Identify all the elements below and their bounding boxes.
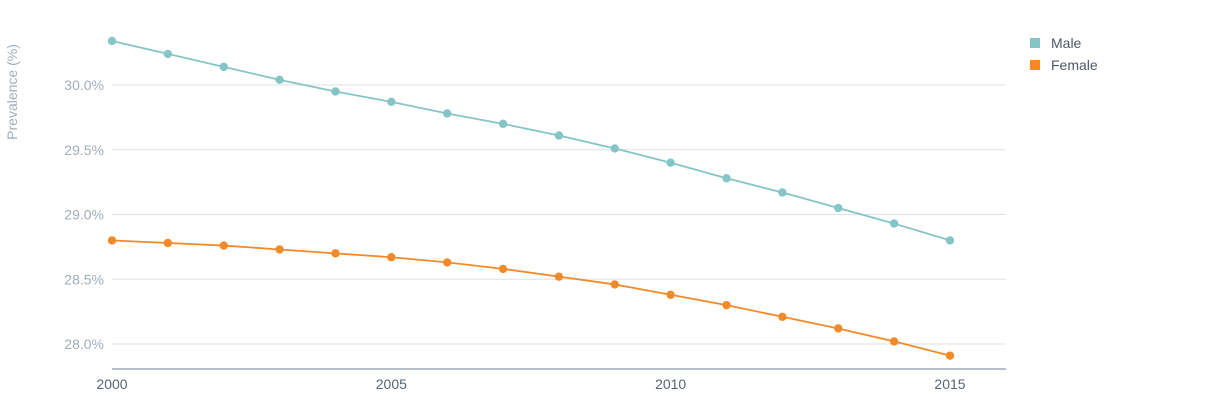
series-male <box>107 36 955 245</box>
legend-swatch <box>1030 38 1040 48</box>
tick-labels: 28.0% 28.5% 29.0% 29.5% 30.0% 2000 2005 2010 201… <box>64 77 965 392</box>
data-point[interactable] <box>275 75 284 85</box>
legend-label: Male <box>1051 35 1082 51</box>
data-point[interactable] <box>722 300 731 310</box>
y-tick-label: 29.5% <box>64 142 104 158</box>
series <box>107 36 955 360</box>
legend-swatch <box>1030 60 1040 70</box>
legend[interactable]: Male Female <box>1030 35 1098 73</box>
data-point[interactable] <box>443 258 452 267</box>
y-axis-label: Prevalence (%) <box>4 44 20 140</box>
data-point[interactable] <box>945 236 955 245</box>
data-point[interactable] <box>834 203 843 213</box>
y-tick-label: 30.0% <box>64 77 104 93</box>
data-point[interactable] <box>834 324 843 333</box>
x-tick-label: 2010 <box>655 376 686 392</box>
data-point[interactable] <box>610 280 619 289</box>
data-point[interactable] <box>889 337 899 346</box>
legend-item-male[interactable]: Male <box>1030 35 1082 51</box>
series-female <box>107 236 955 360</box>
data-point[interactable] <box>219 62 228 72</box>
data-point[interactable] <box>610 144 619 153</box>
data-point[interactable] <box>889 219 899 228</box>
data-point[interactable] <box>722 174 731 183</box>
data-point[interactable] <box>778 188 787 197</box>
series-line <box>111 40 951 242</box>
data-point[interactable] <box>387 253 396 262</box>
data-point[interactable] <box>778 312 787 322</box>
legend-label: Female <box>1051 57 1098 73</box>
legend-item-female[interactable]: Female <box>1030 57 1098 73</box>
data-point[interactable] <box>666 158 675 167</box>
data-point[interactable] <box>554 131 564 140</box>
data-point[interactable] <box>443 109 452 118</box>
y-tick-label: 28.0% <box>64 336 104 352</box>
gridlines <box>112 84 1006 345</box>
data-point[interactable] <box>387 97 396 107</box>
data-point[interactable] <box>666 290 675 299</box>
data-point[interactable] <box>331 87 340 96</box>
series-line <box>111 239 951 357</box>
data-point[interactable] <box>498 119 508 129</box>
x-tick-label: 2005 <box>376 376 407 392</box>
data-point[interactable] <box>331 249 340 258</box>
data-point[interactable] <box>219 241 228 250</box>
data-point[interactable] <box>498 264 508 274</box>
data-point[interactable] <box>945 351 955 360</box>
data-point[interactable] <box>163 49 173 59</box>
x-tick-label: 2000 <box>96 376 127 392</box>
data-point[interactable] <box>554 272 564 281</box>
y-tick-label: 28.5% <box>64 271 104 287</box>
data-point[interactable] <box>107 36 117 46</box>
x-tick-label: 2015 <box>934 376 965 392</box>
data-point[interactable] <box>275 245 284 254</box>
data-point[interactable] <box>163 238 173 248</box>
data-point[interactable] <box>107 236 117 245</box>
y-tick-label: 29.0% <box>64 207 104 223</box>
